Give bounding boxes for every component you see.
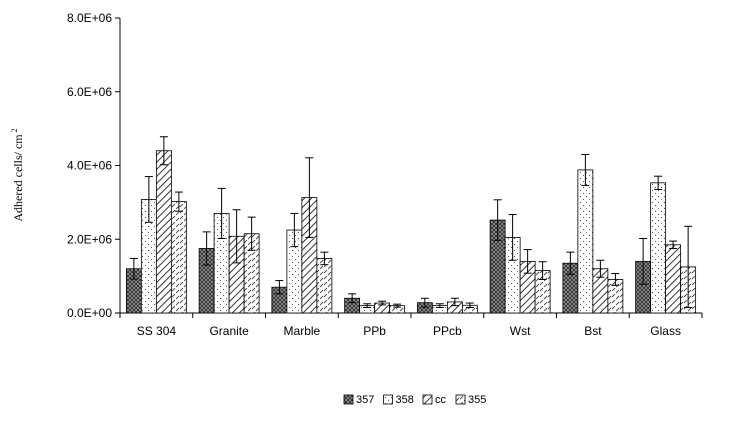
- legend-swatch: [455, 394, 466, 405]
- x-tick-label: Marble: [284, 324, 321, 338]
- bar: [577, 169, 594, 314]
- x-tick-label: Wst: [510, 324, 531, 338]
- bar: [665, 244, 682, 314]
- x-tick-label: PPcb: [433, 324, 462, 338]
- bar: [650, 182, 667, 314]
- legend-swatch: [422, 394, 433, 405]
- y-tick-label: 6.0E+06: [67, 85, 112, 99]
- bar: [316, 258, 333, 314]
- plot-area: 0.0E+00 2.0E+06 4.0E+06 6.0E+06 8.0E+06 SS 30…: [67, 11, 703, 338]
- x-tick-label: SS 304: [137, 324, 177, 338]
- y-axis-label-text: Adhered cells/ cm: [11, 134, 25, 222]
- x-tick-label: Bst: [584, 324, 602, 338]
- legend: 357 358 cc 355: [343, 394, 486, 406]
- y-axis-label-sup: 2: [10, 128, 19, 132]
- y-axis-label: Adhered cells/ cm 2: [10, 128, 25, 221]
- legend-label: 355: [468, 394, 486, 406]
- legend-swatch: [343, 394, 354, 405]
- y-tick-label: 8.0E+06: [67, 11, 112, 25]
- legend-label: cc: [435, 394, 447, 406]
- bar: [155, 150, 172, 314]
- x-tick-label: Granite: [209, 324, 249, 338]
- x-tick-label: PPb: [363, 324, 386, 338]
- legend-label: 357: [356, 394, 374, 406]
- legend-swatch: [383, 394, 393, 405]
- legend-label: 358: [396, 394, 414, 406]
- y-tick-label: 0.0E+00: [67, 306, 112, 320]
- x-tick-label: Glass: [650, 324, 681, 338]
- bar: [170, 201, 187, 314]
- y-tick-label: 2.0E+06: [67, 232, 112, 246]
- y-tick-label: 4.0E+06: [67, 159, 112, 173]
